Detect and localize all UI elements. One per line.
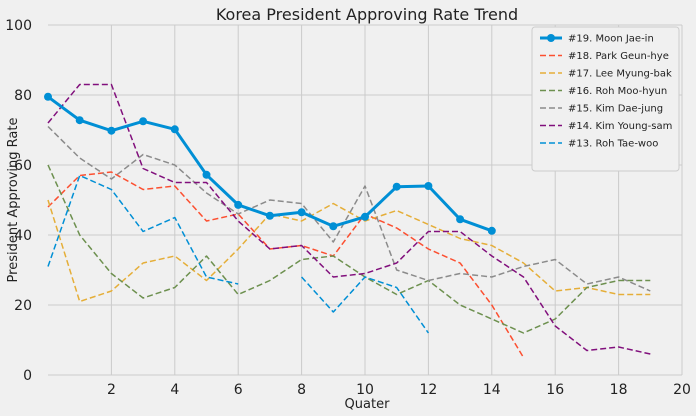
data-point [44,92,52,101]
legend-label: #15. Kim Dae-jung [568,104,663,115]
data-point [265,211,274,220]
series-line [47,171,525,358]
legend-label: #13. Roh Tae-woo [568,139,658,150]
data-point [392,182,401,191]
tick-labels: 0 20 40 60 80 100 2 4 6 8 10 12 14 16 18 20 [5,18,691,398]
legend-label: #18. Park Geun-hye [568,51,669,62]
data-point [361,212,369,221]
legend-label: #16. Roh Moo-hyun [568,86,667,97]
series-line [47,164,651,334]
series-group [44,83,651,358]
x-tick-label: 18 [610,382,628,398]
data-point [234,200,243,209]
data-point [107,126,116,135]
x-tick-label: 12 [419,382,437,398]
data-point [329,222,338,231]
series-line [301,276,430,334]
legend-box [531,26,680,172]
y-tick-label: 40 [14,228,32,244]
x-tick-label: 6 [234,382,243,398]
x-tick-label: 16 [546,382,564,398]
data-point [170,125,179,134]
x-tick-label: 20 [673,382,691,398]
data-point [424,182,433,190]
series-line [47,174,239,285]
series-line [47,125,651,292]
data-point [139,117,148,126]
y-tick-label: 20 [14,298,32,314]
grid [48,24,683,376]
legend-label: #17. Lee Myung-bak [568,69,672,80]
y-tick-label: 60 [14,158,32,174]
y-tick-label: 80 [14,88,32,104]
x-tick-label: 14 [483,382,501,398]
legend-marker [547,34,555,42]
x-tick-label: 10 [356,382,374,398]
data-point [75,116,84,125]
legend-label: #14. Kim Young-sam [568,121,672,132]
y-tick-label: 0 [23,368,32,384]
chart-title: Korea President Approving Rate Trend [216,5,518,24]
series-line [47,199,651,303]
x-tick-label: 2 [107,382,116,398]
data-point [487,226,496,235]
legend-label: #19. Moon Jae-in [568,34,654,45]
legend: #19. Moon Jae-in #18. Park Geun-hye #17. L… [531,26,680,172]
data-point [297,208,306,217]
data-point [202,170,211,179]
x-tick-label: 8 [297,382,306,398]
y-axis-title: President Approving Rate [6,118,21,283]
y-tick-label: 100 [5,18,32,34]
x-axis-title: Quater [345,397,391,412]
data-point [456,215,465,224]
x-tick-label: 4 [170,382,179,398]
